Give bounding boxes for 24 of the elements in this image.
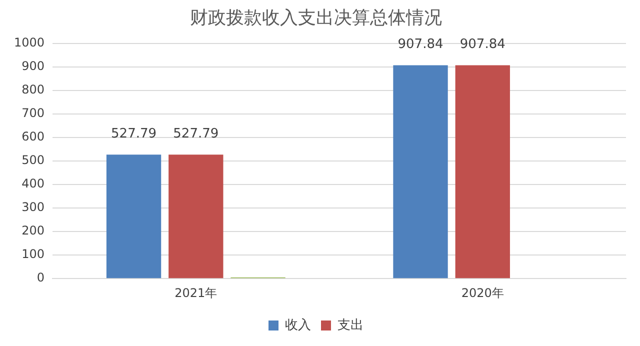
bar: [455, 65, 510, 278]
y-tick-label: 1000: [14, 36, 45, 50]
chart-title: 财政拨款收入支出决算总体情况: [190, 7, 442, 28]
data-label: 527.79: [173, 126, 219, 142]
legend-label: 收入: [285, 318, 311, 333]
legend-label: 支出: [338, 318, 364, 333]
x-tick-label: 2020年: [461, 286, 504, 300]
data-label: 907.84: [398, 37, 444, 52]
y-tick-label: 700: [22, 106, 45, 120]
y-tick-label: 900: [22, 59, 45, 74]
y-tick-label: 200: [22, 224, 45, 238]
y-tick-label: 400: [22, 176, 45, 191]
y-tick-label: 300: [22, 200, 45, 214]
bar: [106, 154, 162, 278]
y-tick-label: 600: [22, 130, 45, 144]
y-tick-label: 800: [22, 82, 45, 97]
y-tick-label: 100: [22, 247, 45, 262]
x-tick-label: 2021年: [174, 286, 218, 300]
bar: [168, 154, 224, 278]
y-tick-label: 0: [36, 270, 45, 285]
y-tick-label: 500: [22, 153, 45, 168]
data-label: 527.79: [111, 126, 157, 142]
data-label: 907.84: [460, 37, 506, 52]
bar: [393, 65, 448, 278]
